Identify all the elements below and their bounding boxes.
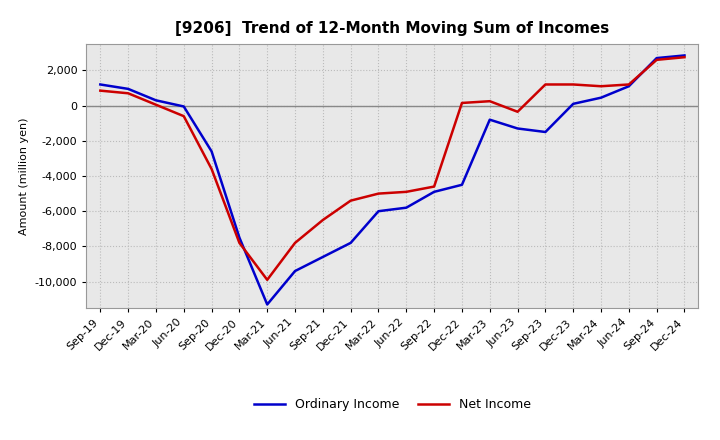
Ordinary Income (485, 117, 494, 122)
Net Income (318, 217, 327, 223)
Line: Ordinary Income: Ordinary Income (100, 55, 685, 304)
Net Income (652, 57, 661, 62)
Ordinary Income (263, 302, 271, 307)
Ordinary Income (569, 101, 577, 106)
Ordinary Income (235, 235, 243, 240)
Net Income (263, 277, 271, 282)
Ordinary Income (513, 126, 522, 131)
Net Income (597, 84, 606, 89)
Legend: Ordinary Income, Net Income: Ordinary Income, Net Income (248, 393, 536, 416)
Net Income (541, 82, 550, 87)
Net Income (402, 189, 410, 194)
Ordinary Income (207, 149, 216, 154)
Ordinary Income (291, 268, 300, 274)
Net Income (207, 166, 216, 172)
Ordinary Income (402, 205, 410, 210)
Ordinary Income (597, 95, 606, 100)
Net Income (458, 100, 467, 106)
Y-axis label: Amount (million yen): Amount (million yen) (19, 117, 30, 235)
Ordinary Income (318, 254, 327, 260)
Ordinary Income (624, 84, 633, 89)
Net Income (430, 184, 438, 189)
Ordinary Income (152, 98, 161, 103)
Net Income (569, 82, 577, 87)
Net Income (96, 88, 104, 93)
Ordinary Income (680, 53, 689, 58)
Net Income (624, 82, 633, 87)
Net Income (235, 240, 243, 246)
Net Income (485, 99, 494, 104)
Ordinary Income (124, 86, 132, 92)
Net Income (374, 191, 383, 196)
Net Income (680, 55, 689, 60)
Title: [9206]  Trend of 12-Month Moving Sum of Incomes: [9206] Trend of 12-Month Moving Sum of I… (175, 21, 610, 36)
Net Income (346, 198, 355, 203)
Ordinary Income (96, 82, 104, 87)
Ordinary Income (430, 189, 438, 194)
Ordinary Income (374, 209, 383, 214)
Ordinary Income (346, 240, 355, 246)
Net Income (179, 114, 188, 119)
Net Income (152, 102, 161, 107)
Net Income (513, 109, 522, 114)
Ordinary Income (458, 182, 467, 187)
Line: Net Income: Net Income (100, 57, 685, 280)
Net Income (291, 240, 300, 246)
Net Income (124, 91, 132, 96)
Ordinary Income (652, 55, 661, 61)
Ordinary Income (541, 129, 550, 135)
Ordinary Income (179, 104, 188, 109)
